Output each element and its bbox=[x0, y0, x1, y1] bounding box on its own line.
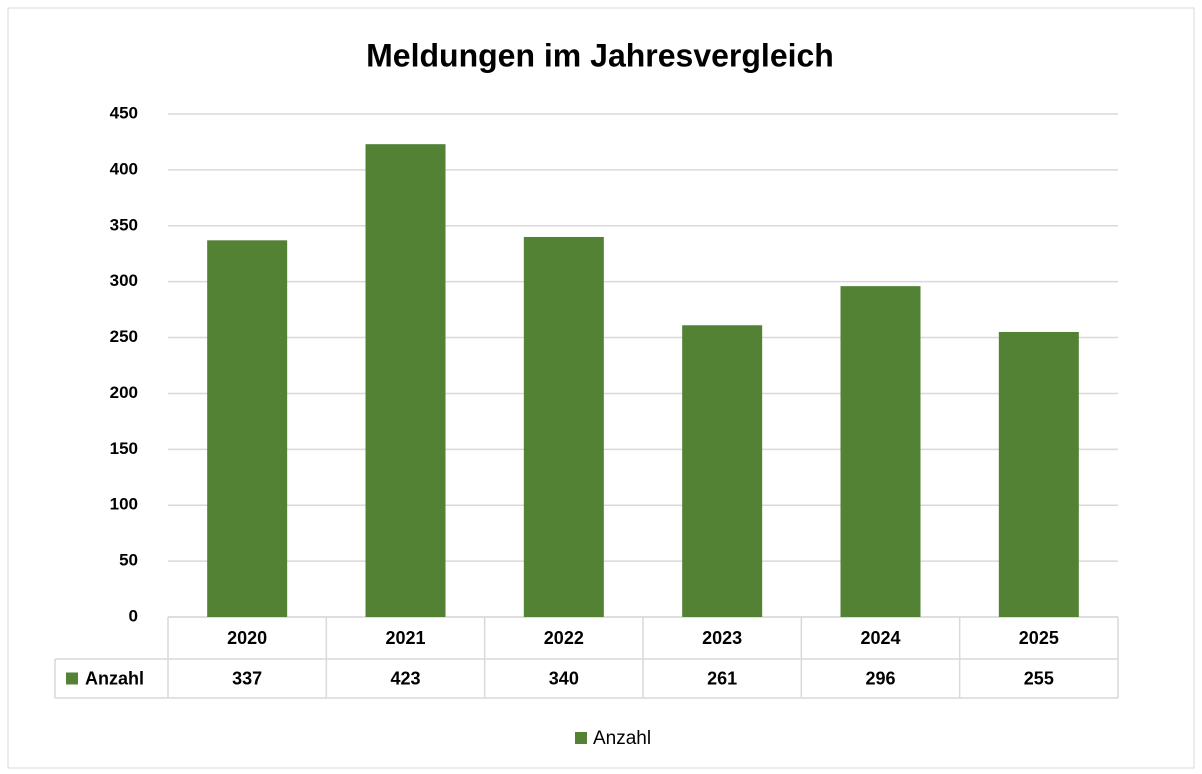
table-value: 296 bbox=[865, 668, 895, 688]
x-tick-label: 2023 bbox=[702, 628, 742, 648]
y-tick-label: 150 bbox=[110, 439, 138, 458]
y-tick-label: 250 bbox=[110, 327, 138, 346]
bar bbox=[682, 325, 763, 617]
table-value: 337 bbox=[232, 668, 262, 688]
y-tick-label: 300 bbox=[110, 271, 138, 290]
y-tick-label: 200 bbox=[110, 383, 138, 402]
legend-key bbox=[66, 672, 78, 685]
y-tick-label: 450 bbox=[110, 103, 138, 122]
chart-title: Meldungen im Jahresvergleich bbox=[366, 37, 834, 73]
x-tick-label: 2021 bbox=[385, 628, 425, 648]
bar bbox=[523, 236, 604, 617]
bar bbox=[207, 240, 288, 617]
table-value: 255 bbox=[1024, 668, 1054, 688]
legend-key bbox=[575, 732, 587, 744]
x-tick-label: 2022 bbox=[544, 628, 584, 648]
table-value: 340 bbox=[549, 668, 579, 688]
y-tick-label: 400 bbox=[110, 159, 138, 178]
y-tick-label: 350 bbox=[110, 215, 138, 234]
x-tick-label: 2020 bbox=[227, 628, 267, 648]
legend-label: Anzahl bbox=[593, 728, 651, 749]
y-tick-label: 0 bbox=[129, 606, 138, 625]
x-tick-label: 2024 bbox=[860, 628, 900, 648]
y-tick-label: 100 bbox=[110, 495, 138, 514]
table-value: 261 bbox=[707, 668, 737, 688]
bar bbox=[998, 331, 1079, 617]
bar bbox=[840, 286, 921, 617]
y-tick-label: 50 bbox=[119, 551, 138, 570]
table-value: 423 bbox=[390, 668, 420, 688]
bar bbox=[365, 144, 446, 617]
table-series-name: Anzahl bbox=[85, 668, 144, 688]
x-tick-label: 2025 bbox=[1019, 628, 1059, 648]
